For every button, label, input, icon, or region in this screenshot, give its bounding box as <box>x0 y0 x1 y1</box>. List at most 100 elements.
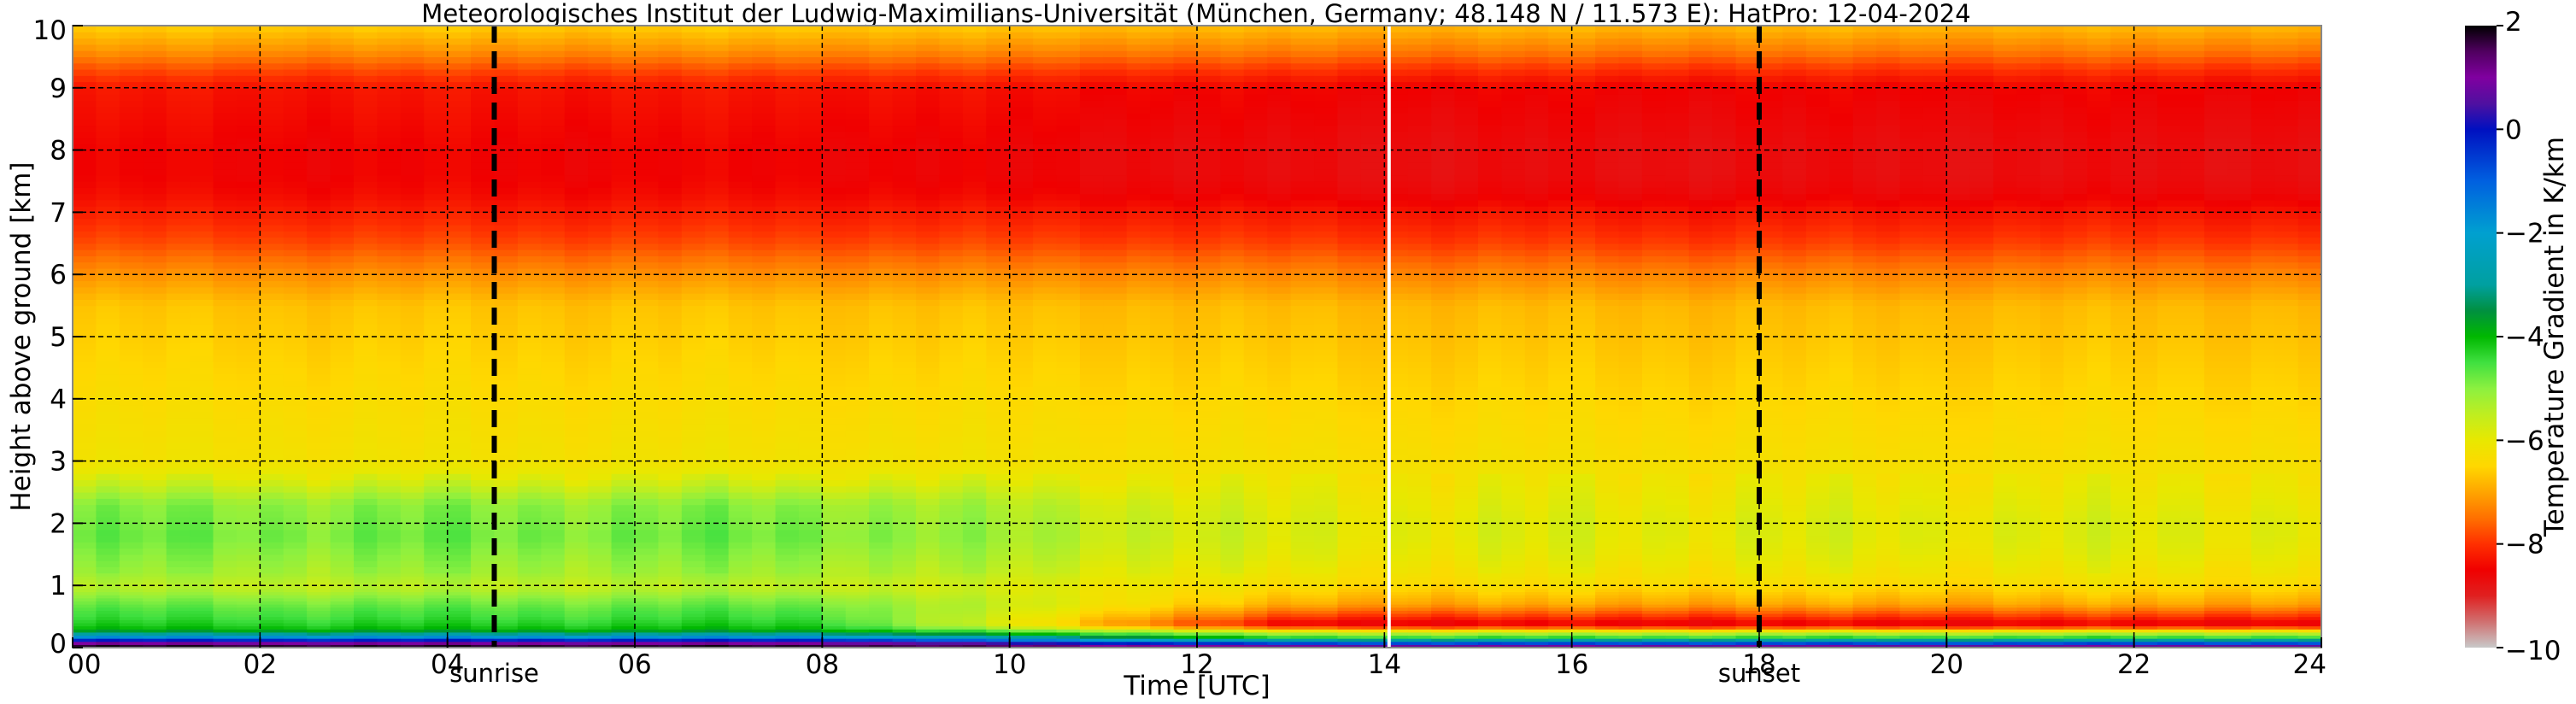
heatmap-cell <box>213 112 238 120</box>
heatmap-cell <box>986 112 1011 120</box>
heatmap-cell <box>73 181 97 188</box>
heatmap-cell <box>236 131 261 138</box>
heatmap-cell <box>635 174 660 182</box>
heatmap-cell <box>73 261 97 269</box>
heatmap-cell <box>916 155 941 163</box>
heatmap-cell <box>986 622 1011 627</box>
heatmap-cell <box>283 529 308 537</box>
heatmap-cell <box>822 548 847 555</box>
heatmap-cell <box>354 582 378 586</box>
heatmap-cell <box>611 411 636 419</box>
heatmap-cell <box>354 576 378 580</box>
heatmap-cell <box>1079 392 1104 400</box>
heatmap-cell <box>798 479 823 487</box>
heatmap-cell <box>705 635 730 639</box>
heatmap-cell <box>564 449 589 455</box>
heatmap-cell <box>822 591 847 595</box>
heatmap-cell <box>73 144 97 151</box>
heatmap-cell <box>517 523 542 531</box>
heatmap-cell <box>96 466 120 474</box>
heatmap-cell <box>892 619 917 624</box>
heatmap-cell <box>916 38 941 45</box>
heatmap-cell <box>494 199 519 207</box>
heatmap-cell <box>330 535 355 543</box>
heatmap-cell <box>939 485 964 493</box>
heatmap-cell <box>447 26 472 32</box>
heatmap-cell <box>705 367 730 375</box>
heatmap-cell <box>1056 386 1081 394</box>
heatmap-cell <box>916 523 941 531</box>
heatmap-cell <box>1009 26 1034 32</box>
heatmap-cell <box>681 174 706 182</box>
heatmap-cell <box>283 125 308 132</box>
heatmap-cell <box>775 231 800 238</box>
heatmap-cell <box>213 100 238 108</box>
heatmap-cell <box>283 398 308 406</box>
heatmap-cell <box>143 44 167 51</box>
heatmap-cell <box>1079 607 1104 611</box>
heatmap-cell <box>1079 94 1104 101</box>
heatmap-cell <box>798 461 823 468</box>
heatmap-cell <box>845 510 870 518</box>
heatmap-cell <box>96 595 120 599</box>
heatmap-cell <box>1079 601 1104 605</box>
heatmap-cell <box>962 638 987 642</box>
heatmap-cell <box>307 174 332 182</box>
heatmap-cell <box>471 638 496 642</box>
heatmap-cell <box>400 523 425 531</box>
heatmap-cell <box>143 629 167 633</box>
heatmap-cell <box>166 635 191 639</box>
heatmap-cell <box>845 461 870 468</box>
heatmap-cell <box>705 436 730 443</box>
heatmap-cell <box>283 274 308 282</box>
heatmap-cell <box>96 299 120 307</box>
heatmap-cell <box>635 125 660 132</box>
heatmap-cell <box>635 597 660 601</box>
heatmap-cell <box>213 619 238 624</box>
heatmap-cell <box>611 131 636 138</box>
heatmap-cell <box>330 504 355 512</box>
heatmap-cell <box>143 187 167 195</box>
heatmap-cell <box>541 631 566 637</box>
heatmap-cell <box>869 449 894 455</box>
heatmap-cell <box>752 26 777 32</box>
heatmap-cell <box>564 498 589 506</box>
heatmap-cell <box>330 150 355 157</box>
heatmap-cell <box>1033 231 1058 238</box>
heatmap-cell <box>73 187 97 195</box>
heatmap-cell <box>775 131 800 138</box>
heatmap-cell <box>283 131 308 138</box>
heatmap-cell <box>119 386 144 394</box>
heatmap-cell <box>916 542 941 549</box>
heatmap-cell <box>447 249 472 256</box>
heatmap-cell <box>798 588 823 593</box>
heatmap-cell <box>728 597 753 601</box>
heatmap-cell <box>494 442 519 449</box>
heatmap-cell <box>705 455 730 462</box>
heatmap-cell <box>986 629 1011 633</box>
heatmap-cell <box>1079 56 1104 64</box>
heatmap-cell <box>1033 337 1058 343</box>
heatmap-cell <box>822 144 847 151</box>
heatmap-cell <box>471 554 496 561</box>
heatmap-cell <box>447 199 472 207</box>
heatmap-cell <box>190 411 214 419</box>
heatmap-cell <box>1056 330 1081 337</box>
heatmap-cell <box>588 112 613 120</box>
heatmap-cell <box>728 607 753 611</box>
heatmap-cell <box>236 405 261 412</box>
heatmap-cell <box>986 466 1011 474</box>
heatmap-cell <box>681 87 706 95</box>
heatmap-cell <box>681 597 706 601</box>
heatmap-cell <box>377 318 402 326</box>
heatmap-cell <box>96 535 120 543</box>
heatmap-cell <box>354 231 378 238</box>
heatmap-cell <box>541 572 566 577</box>
heatmap-cell <box>775 106 800 114</box>
heatmap-cell <box>471 324 496 331</box>
heatmap-cell <box>424 237 449 244</box>
heatmap-cell <box>705 119 730 126</box>
heatmap-cell <box>962 324 987 331</box>
heatmap-cell <box>588 436 613 443</box>
heatmap-cell <box>775 430 800 437</box>
